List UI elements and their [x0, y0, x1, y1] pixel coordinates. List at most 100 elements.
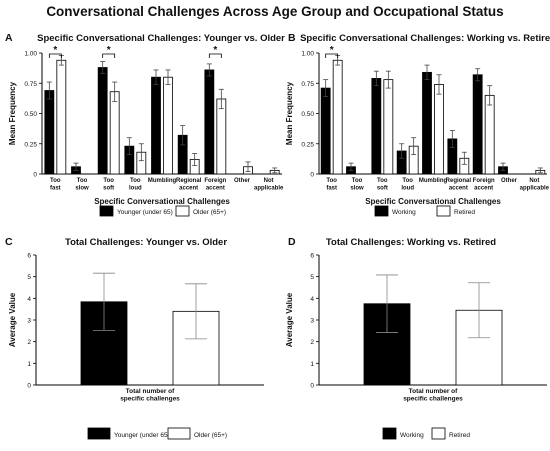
- y-tick-label: 0.75: [301, 81, 314, 88]
- x-tick-label: Too: [103, 178, 114, 184]
- bar-series2: [56, 59, 67, 175]
- legend-label: Younger (under 65): [114, 432, 170, 439]
- bar-series1: [97, 67, 108, 175]
- legend-label: Older (65+): [193, 209, 226, 216]
- significance-star: *: [107, 45, 111, 56]
- y-tick-label: 2: [310, 339, 314, 346]
- bar-series1: [371, 78, 382, 175]
- y-tick-label: 0: [33, 172, 37, 179]
- x-tick-label: fast: [326, 186, 337, 192]
- significance-star: *: [330, 45, 334, 56]
- panel-letter: C: [5, 236, 13, 248]
- bar-series1: [151, 76, 161, 175]
- x-tick-label: applicable: [520, 186, 550, 192]
- y-tick-label: 6: [27, 253, 31, 260]
- panel-title: Specific Conversational Challenges: Work…: [300, 33, 550, 44]
- x-tick-label: accent: [474, 186, 493, 192]
- y-axis-title: Average Value: [8, 292, 17, 347]
- significance-star: *: [213, 45, 217, 56]
- y-tick-label: 6: [310, 253, 314, 260]
- x-tick-label: loud: [129, 186, 142, 192]
- x-tick-label: Mumbling: [419, 178, 448, 184]
- y-tick-label: 1.00: [301, 51, 314, 58]
- legend-label: Working: [392, 209, 416, 216]
- x-tick-label: Not: [529, 178, 539, 184]
- y-tick-label: 1.00: [24, 51, 37, 58]
- chart-panel-b: B Specific Conversational Challenges: Wor…: [285, 32, 550, 217]
- x-tick-label: Too: [50, 178, 61, 184]
- y-tick-label: 4: [27, 296, 31, 303]
- y-tick-label: 3: [27, 318, 31, 325]
- panel-letter: A: [5, 32, 13, 44]
- x-tick-label: Too: [377, 178, 388, 184]
- x-tick-label: applicable: [254, 186, 284, 192]
- bar-series2: [216, 98, 227, 175]
- bar-series2: [332, 59, 343, 175]
- x-tick-label: soft: [377, 186, 388, 192]
- y-axis-title: Mean Frequency: [285, 81, 294, 145]
- panel-title: Specific Conversational Challenges: Youn…: [37, 33, 285, 44]
- legend-swatch: [374, 205, 389, 217]
- legend-swatch: [431, 427, 446, 440]
- bar-series1: [44, 90, 55, 175]
- x-tick-label: Too: [130, 178, 141, 184]
- bar-series1: [422, 71, 432, 175]
- significance-bracket: [48, 53, 62, 58]
- significance-bracket: [325, 53, 339, 58]
- y-tick-label: 2: [27, 339, 31, 346]
- x-tick-label: accent: [206, 186, 225, 192]
- x-axis-title: Specific Conversational Challenges: [94, 197, 230, 206]
- legend-swatch: [382, 427, 397, 440]
- panel-letter: D: [288, 236, 296, 248]
- x-tick-label: Too: [352, 178, 363, 184]
- y-tick-label: 0.50: [24, 111, 37, 118]
- x-tick-label: Regional: [176, 178, 202, 184]
- figure-title: Conversational Challenges Across Age Gro…: [46, 4, 503, 19]
- x-tick-label: Total number of: [409, 388, 458, 395]
- bar-series2: [383, 79, 394, 175]
- bar-series2: [434, 84, 444, 175]
- y-tick-label: 1: [27, 361, 31, 368]
- x-tick-label: Other: [501, 178, 518, 184]
- legend-label: Older (65+): [194, 432, 227, 439]
- x-tick-label: Not: [264, 178, 274, 184]
- significance-star: *: [53, 45, 57, 56]
- legend-label: Working: [400, 432, 424, 439]
- bar-series1: [320, 87, 331, 175]
- x-tick-label: specific challenges: [403, 396, 463, 403]
- chart-panel-a: A Specific Conversational Challenges: You…: [5, 32, 285, 217]
- y-tick-label: 5: [310, 274, 314, 281]
- x-tick-label: slow: [350, 186, 364, 192]
- y-tick-label: 0: [27, 383, 31, 390]
- chart-panel-d: D Total Challenges: Working vs. Retired 0 1…: [285, 236, 547, 440]
- panel-title: Total Challenges: Working vs. Retired: [326, 237, 496, 248]
- bar-series2: [163, 76, 173, 175]
- y-tick-label: 3: [310, 318, 314, 325]
- bar-series2: [109, 91, 120, 175]
- x-tick-label: slow: [75, 186, 89, 192]
- legend-swatch: [87, 427, 111, 440]
- significance-bracket: [208, 53, 222, 58]
- panel-title: Total Challenges: Younger vs. Older: [65, 237, 227, 248]
- y-tick-label: 0.75: [24, 81, 37, 88]
- bar-series1: [204, 69, 215, 175]
- x-tick-label: fast: [50, 186, 61, 192]
- y-tick-label: 4: [310, 296, 314, 303]
- y-tick-label: 5: [27, 274, 31, 281]
- x-tick-label: soft: [103, 186, 114, 192]
- y-tick-label: 0.25: [24, 141, 37, 148]
- x-tick-label: Mumbling: [148, 178, 177, 184]
- x-tick-label: Total number of: [126, 388, 175, 395]
- x-axis-title: Specific Conversational Challenges: [365, 197, 501, 206]
- x-tick-label: loud: [401, 186, 414, 192]
- y-axis-title: Average Value: [285, 292, 294, 347]
- bar-series1: [472, 74, 483, 175]
- x-tick-label: Regional: [446, 178, 472, 184]
- legend-label: Retired: [454, 209, 475, 216]
- y-tick-label: 0.25: [301, 141, 314, 148]
- x-tick-label: Foreign: [204, 178, 226, 184]
- y-tick-label: 0: [310, 172, 314, 179]
- y-tick-label: 0.50: [301, 111, 314, 118]
- x-tick-label: Too: [77, 178, 88, 184]
- bar-series2: [484, 94, 495, 175]
